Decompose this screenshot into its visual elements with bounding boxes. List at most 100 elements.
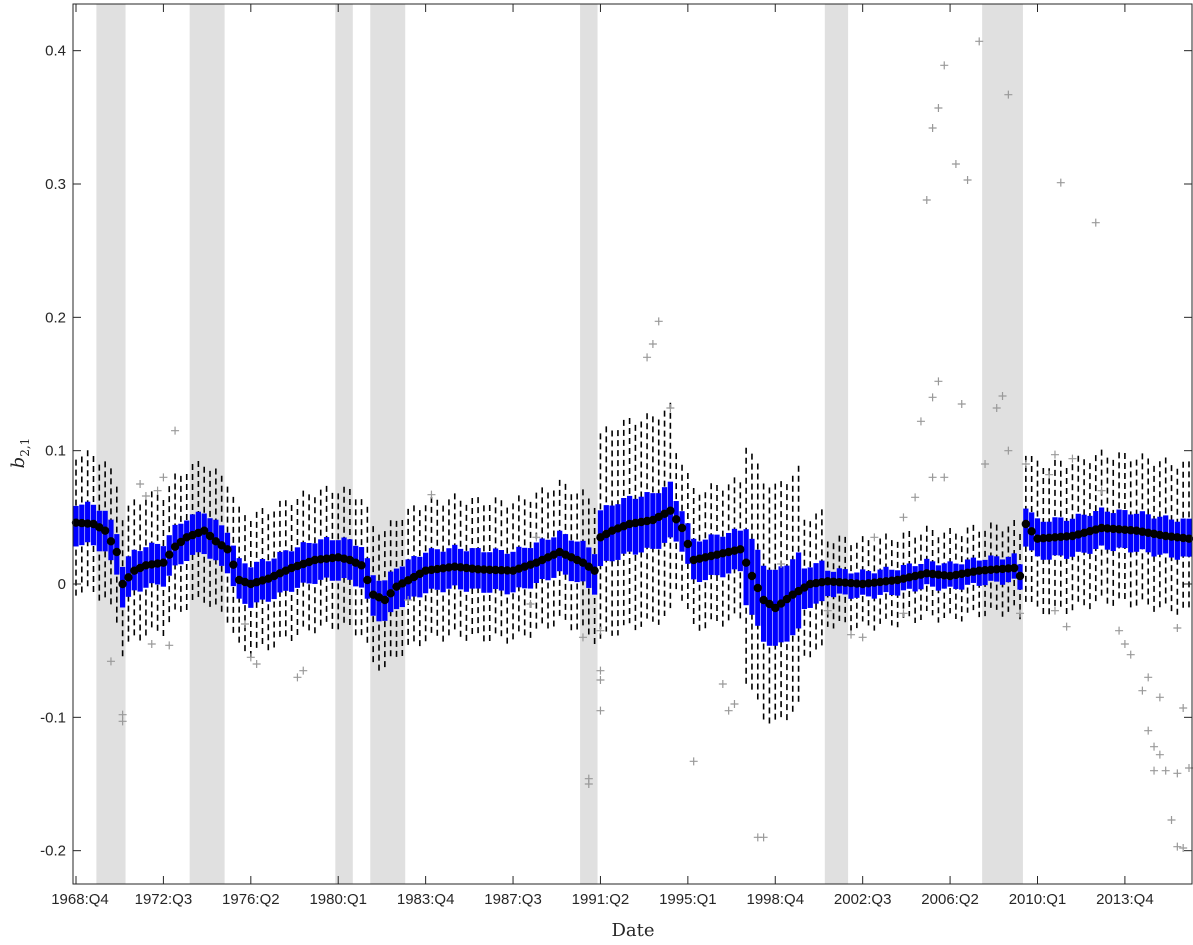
median-dot [672, 515, 681, 524]
median-dot [590, 566, 599, 575]
outlier-marker [1097, 486, 1106, 495]
outlier-marker [1115, 626, 1124, 635]
outlier-marker [404, 596, 413, 604]
outlier-marker [870, 533, 879, 542]
median-dot [747, 571, 757, 581]
outlier-marker [293, 673, 302, 682]
outlier-marker [1050, 606, 1059, 615]
outlier-marker [1050, 450, 1059, 459]
outlier-marker [532, 533, 541, 542]
x-tick-label: 2006:Q2 [921, 891, 979, 908]
outlier-marker [666, 404, 675, 412]
recession-band [96, 4, 126, 884]
outlier-marker [1138, 686, 1147, 695]
median-dot [1021, 519, 1031, 529]
outlier-marker [1173, 769, 1182, 778]
outlier-marker [1144, 673, 1153, 682]
outlier-marker [596, 676, 605, 684]
outlier-marker [928, 124, 937, 132]
outlier-marker [823, 606, 832, 615]
outlier-marker [1155, 693, 1164, 702]
median-dot [683, 539, 693, 549]
median-dot [1027, 527, 1036, 536]
median-dot [741, 558, 751, 567]
outlier-marker [106, 657, 115, 666]
median-dot [736, 545, 745, 554]
outlier-marker [1016, 609, 1025, 618]
y-axis-title: b2,1 [8, 438, 32, 469]
outlier-marker [299, 666, 308, 675]
median-dot [112, 547, 121, 557]
recession-band [370, 4, 406, 884]
x-tick-label: 1987:Q3 [484, 891, 542, 908]
outlier-marker [951, 160, 960, 168]
outlier-marker [858, 633, 867, 642]
recession-band [982, 4, 1023, 884]
outlier-marker [240, 620, 249, 628]
outlier-marker [526, 600, 535, 608]
outlier-marker [724, 706, 733, 715]
median-dot [771, 603, 780, 613]
median-dot [380, 595, 390, 605]
medians [71, 506, 1193, 613]
outlier-marker [584, 780, 593, 788]
outlier-marker [1004, 90, 1013, 99]
median-dot [386, 589, 395, 598]
median-dot [165, 550, 174, 559]
x-tick-label: 1983:Q4 [397, 891, 455, 908]
outlier-marker [1179, 704, 1188, 712]
median-dot [159, 558, 168, 567]
outlier-marker [252, 660, 261, 668]
outlier-marker [940, 473, 949, 482]
x-tick-labels: 1968:Q4 1972:Q3 1976:Q2 1980:Q1 1983:Q4 1987:… [51, 891, 1153, 908]
outlier-marker [940, 61, 949, 70]
outlier-marker [847, 630, 856, 639]
recession-band [824, 4, 849, 884]
outlier-marker [916, 417, 925, 426]
median-dot [357, 561, 366, 570]
median-dot [1184, 534, 1193, 543]
outliers [106, 37, 1193, 852]
y-tick-label: 0 [58, 576, 66, 593]
outlier-marker [118, 717, 127, 726]
outlier-marker [1173, 842, 1182, 851]
outlier-marker [596, 706, 605, 715]
x-axis-title: Date [611, 920, 654, 941]
outlier-marker [1173, 624, 1182, 632]
outlier-marker [777, 560, 786, 568]
outlier-marker [1021, 460, 1030, 468]
outlier-marker [654, 317, 663, 326]
outlier-marker [578, 633, 587, 642]
outlier-marker [1144, 726, 1153, 735]
box [784, 565, 790, 642]
median-dot [363, 575, 372, 585]
outlier-marker [1091, 218, 1100, 227]
median-dot [1009, 563, 1019, 573]
median-dot [118, 579, 127, 589]
outlier-marker [141, 492, 150, 500]
y-tick-label: 0.2 [45, 309, 66, 326]
outlier-marker [1167, 816, 1176, 824]
outlier-marker [1126, 650, 1135, 659]
outlier-marker [730, 700, 739, 708]
median-dot [1015, 571, 1025, 581]
recession-band [335, 4, 353, 884]
outlier-marker [963, 176, 972, 184]
outlier-marker [1150, 766, 1159, 775]
box [743, 529, 749, 606]
outlier-marker [1179, 844, 1188, 852]
outlier-marker [1120, 640, 1129, 648]
x-tick-label: 1980:Q1 [309, 891, 367, 908]
y-axis-title-subscript: 2,1 [18, 438, 32, 457]
outlier-marker [934, 377, 943, 386]
median-dot [223, 545, 232, 554]
axes [72, 3, 1193, 885]
outlier-marker [246, 653, 255, 662]
median-dot [100, 526, 110, 535]
y-tick-label: -0.2 [40, 843, 66, 860]
x-tick-label: 2002:Q3 [834, 891, 892, 908]
outlier-marker [1004, 446, 1013, 455]
outlier-marker [1056, 178, 1065, 187]
outlier-marker [992, 404, 1001, 412]
